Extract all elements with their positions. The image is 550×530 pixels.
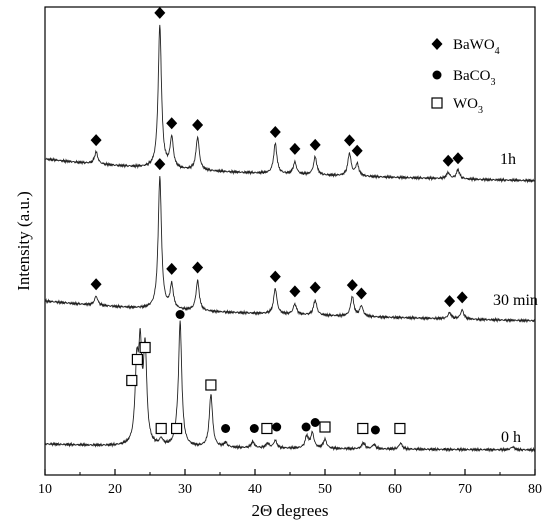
square-marker: [139, 341, 151, 354]
diamond-marker: [166, 117, 178, 130]
diamond-marker: [346, 279, 358, 292]
diamond-marker: [154, 158, 166, 171]
diamond-marker: [309, 281, 321, 294]
series-labels: 1h 30 min 0 h: [493, 151, 538, 446]
legend-label: BaCO3: [453, 68, 496, 88]
diamond-marker: [456, 291, 468, 304]
diamond-marker: [90, 278, 102, 291]
circle-marker: [432, 70, 442, 80]
diamond-marker: [269, 126, 281, 139]
circle-marker: [175, 310, 185, 319]
square-marker: [171, 422, 183, 435]
legend-label: BaWO4: [453, 37, 500, 57]
x-tick-label: 70: [458, 482, 472, 497]
y-axis-label: Intensity (a.u.): [14, 191, 33, 291]
square-marker: [155, 422, 167, 435]
square-marker: [261, 422, 273, 435]
square-marker: [431, 97, 443, 109]
x-tick-label: 80: [528, 482, 542, 497]
pattern-curve: [44, 176, 536, 324]
x-axis-label: 2Θ degrees: [252, 501, 329, 520]
phase-markers: [90, 6, 468, 435]
circle-marker: [310, 418, 320, 427]
diamond-marker: [355, 287, 367, 300]
diamond-marker: [192, 119, 204, 132]
diamond-marker: [192, 261, 204, 274]
diamond-marker: [344, 134, 355, 147]
series-label: 0 h: [501, 429, 521, 446]
pattern-curves: [44, 24, 536, 453]
x-tick-label: 50: [318, 482, 332, 497]
legend: BaWO4 BaCO3 WO3: [431, 37, 500, 116]
diamond-marker: [289, 285, 301, 298]
pattern-curve: [44, 24, 536, 184]
diamond-marker: [289, 142, 301, 155]
square-marker: [126, 374, 138, 387]
x-tick-label: 40: [248, 482, 262, 497]
diamond-marker: [444, 295, 456, 308]
circle-marker: [370, 425, 380, 435]
x-tick-label: 60: [388, 482, 402, 497]
legend-label: WO3: [453, 96, 483, 116]
diamond-marker: [431, 38, 443, 50]
diamond-marker: [452, 152, 464, 165]
circle-marker: [221, 424, 231, 433]
diamond-marker: [442, 154, 454, 167]
diamond-marker: [351, 144, 363, 157]
square-marker: [319, 421, 331, 433]
x-axis-ticks: 10 20 30 40 50 60 70 80: [38, 469, 542, 497]
square-marker: [205, 379, 217, 391]
diamond-marker: [269, 270, 281, 283]
x-tick-label: 20: [108, 482, 122, 497]
diamond-marker: [166, 262, 178, 275]
circle-marker: [301, 422, 311, 432]
square-marker: [131, 353, 143, 366]
series-label: 30 min: [493, 292, 538, 309]
diamond-marker: [309, 138, 321, 151]
square-marker: [357, 422, 369, 435]
circle-marker: [249, 424, 259, 433]
diamond-marker: [154, 6, 166, 19]
pattern-curve: [44, 320, 536, 453]
series-label: 1h: [500, 151, 516, 168]
circle-marker: [272, 422, 282, 432]
x-tick-label: 30: [178, 482, 192, 497]
x-tick-label: 10: [38, 482, 52, 497]
diamond-marker: [90, 134, 102, 147]
square-marker: [394, 422, 406, 435]
